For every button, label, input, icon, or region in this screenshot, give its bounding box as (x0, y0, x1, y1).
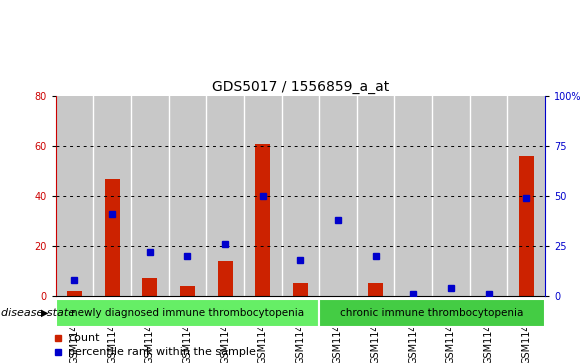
Bar (93, 96, 131, 296)
Bar (394, 96, 432, 296)
Bar (142, 278, 157, 296)
Text: count: count (68, 333, 100, 343)
Text: ▶: ▶ (41, 308, 49, 318)
Bar (56, 96, 93, 296)
Bar (255, 144, 270, 296)
Bar (206, 96, 244, 296)
Bar (357, 96, 394, 296)
Bar (519, 156, 534, 296)
Bar (293, 284, 308, 296)
Bar (368, 284, 383, 296)
Bar (244, 96, 281, 296)
Text: percentile rank within the sample: percentile rank within the sample (68, 347, 255, 357)
Bar (281, 96, 319, 296)
Bar (470, 96, 507, 296)
Bar (432, 96, 470, 296)
Bar (319, 96, 357, 296)
Title: GDS5017 / 1556859_a_at: GDS5017 / 1556859_a_at (212, 80, 389, 94)
Bar (180, 286, 195, 296)
Bar (56, 299, 319, 327)
Bar (217, 261, 233, 296)
Bar (105, 179, 120, 296)
Text: chronic immune thrombocytopenia: chronic immune thrombocytopenia (340, 308, 524, 318)
Bar (131, 96, 169, 296)
Bar (67, 291, 82, 296)
Bar (319, 299, 545, 327)
Bar (507, 96, 545, 296)
Text: disease state: disease state (1, 308, 74, 318)
Bar (169, 96, 206, 296)
Text: newly diagnosed immune thrombocytopenia: newly diagnosed immune thrombocytopenia (71, 308, 304, 318)
